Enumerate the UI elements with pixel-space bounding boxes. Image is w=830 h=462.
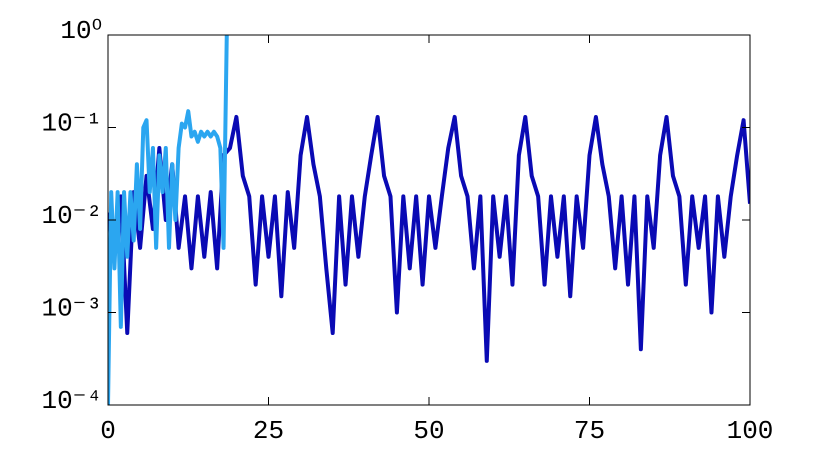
x-tick-label: 100 — [727, 416, 774, 446]
y-tick-label: 10⁻¹ — [41, 108, 102, 138]
x-tick-label: 0 — [100, 416, 116, 446]
plot-area — [108, 35, 750, 405]
y-tick-label: 10⁰ — [60, 16, 102, 46]
y-tick-label: 10⁻⁴ — [41, 386, 102, 416]
x-tick-label: 50 — [413, 416, 444, 446]
x-tick-label: 25 — [253, 416, 284, 446]
y-tick-label: 10⁻³ — [41, 293, 102, 323]
series-line — [108, 114, 750, 363]
y-tick-label: 10⁻² — [41, 201, 102, 231]
x-tick-label: 75 — [574, 416, 605, 446]
series-line — [108, 35, 229, 405]
